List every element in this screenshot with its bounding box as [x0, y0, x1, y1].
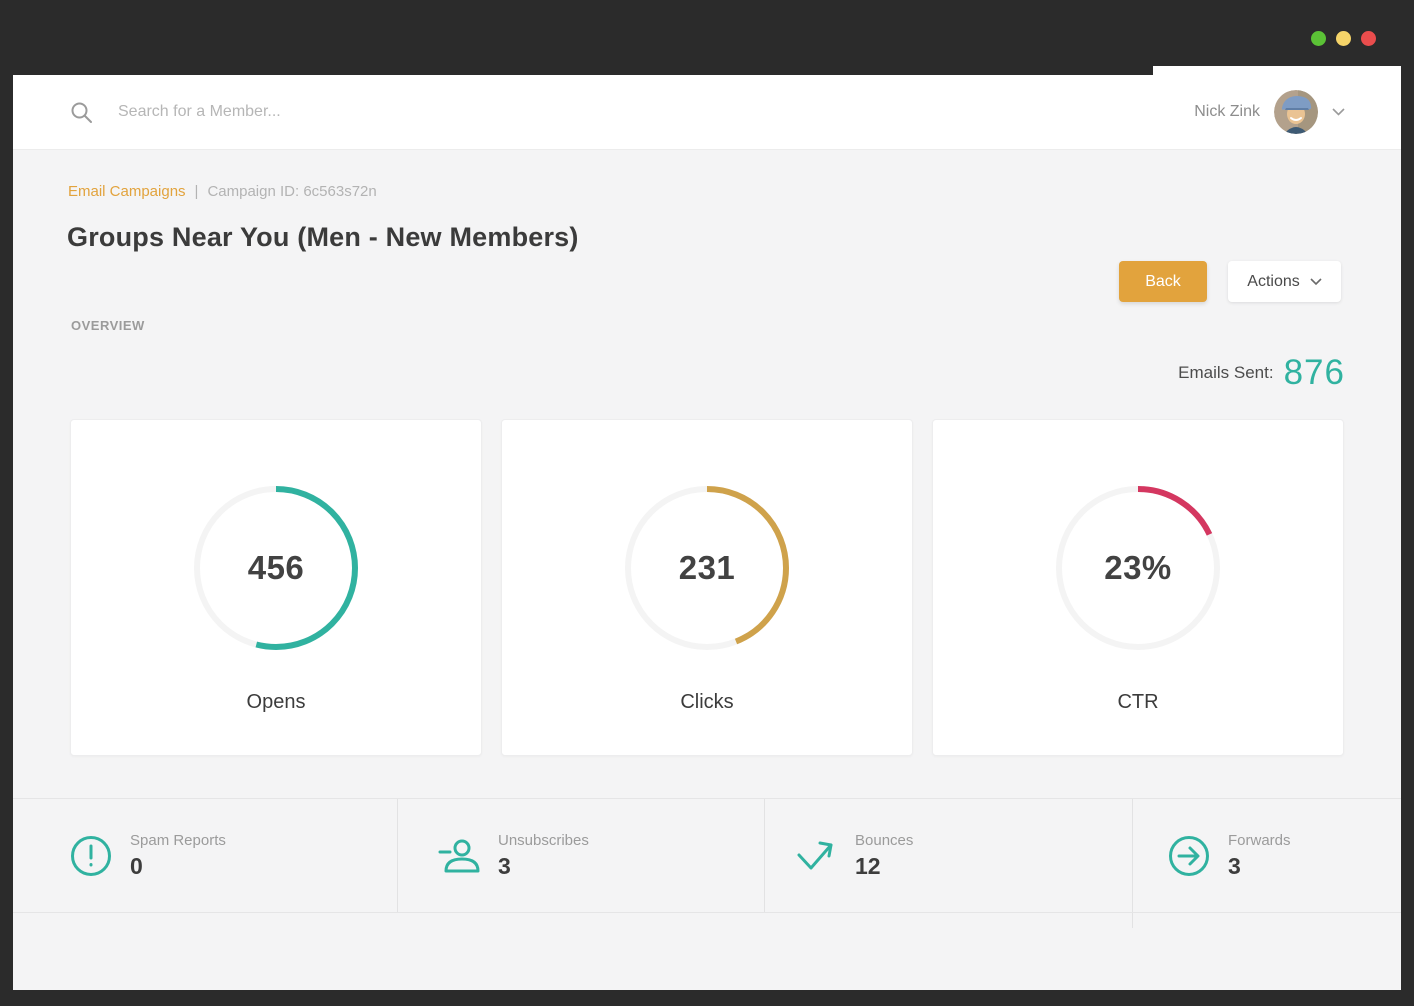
stat-value: 3 [1228, 852, 1241, 879]
chevron-down-icon [1332, 108, 1345, 116]
ctr-donut-gauge: 23% [1053, 483, 1223, 653]
breadcrumb: Email Campaigns | Campaign ID: 6c563s72n [68, 183, 377, 200]
metric-card-opens: 456 Opens [70, 419, 482, 756]
actions-button[interactable]: Actions [1228, 261, 1341, 302]
bounce-arrow-icon [797, 841, 833, 869]
stat-label: Unsubscribes [498, 831, 589, 849]
page-actions: Back Actions [1119, 261, 1341, 302]
window-minimize-dot[interactable] [1311, 31, 1326, 46]
clicks-donut-gauge: 231 [622, 483, 792, 653]
avatar[interactable] [1274, 90, 1318, 134]
emails-sent-label: Emails Sent: [1178, 363, 1274, 382]
search-input[interactable] [118, 103, 538, 121]
search-icon[interactable] [70, 101, 93, 124]
page-title: Groups Near You (Men - New Members) [67, 222, 579, 252]
stat-label: Spam Reports [130, 831, 226, 849]
opens-donut-gauge: 456 [191, 483, 361, 653]
metric-card-clicks: 231 Clicks [501, 419, 913, 756]
stat-value: 12 [855, 852, 881, 879]
emails-sent-value: 876 [1283, 353, 1345, 392]
stat-label: Forwards [1228, 831, 1291, 849]
member-search [70, 101, 1194, 124]
metric-card-ctr: 23% CTR [932, 419, 1344, 756]
window-controls [1311, 31, 1376, 46]
opens-label: Opens [246, 691, 306, 713]
stat-spam-reports: Spam Reports 0 [13, 799, 398, 912]
breadcrumb-separator: | [194, 183, 199, 200]
overview-section-label: OVERVIEW [71, 318, 145, 333]
user-minus-icon [438, 839, 480, 872]
stat-unsubscribes: Unsubscribes 3 [398, 799, 765, 912]
stat-bounces: Bounces 12 [765, 799, 1133, 912]
chevron-down-icon [1310, 277, 1322, 285]
clicks-value: 231 [678, 549, 736, 586]
user-name: Nick Zink [1194, 103, 1260, 120]
window-close-dot[interactable] [1361, 31, 1376, 46]
stat-value: 3 [498, 852, 511, 879]
stat-value: 0 [130, 852, 143, 879]
app-window: Nick Zink [13, 75, 1401, 990]
user-menu[interactable]: Nick Zink [1194, 90, 1345, 134]
arrow-right-circle-icon [1169, 835, 1209, 876]
stats-divider-tail [1132, 913, 1133, 928]
ctr-value: 23% [1104, 549, 1172, 586]
opens-value: 456 [247, 549, 305, 586]
top-bar: Nick Zink [13, 75, 1401, 150]
breadcrumb-campaign-id: Campaign ID: 6c563s72n [207, 183, 377, 200]
emails-sent: Emails Sent: 876 [1178, 353, 1345, 393]
ctr-label: CTR [1117, 691, 1159, 713]
clicks-label: Clicks [680, 691, 734, 713]
stats-strip: Spam Reports 0 Unsubscribes 3 Bounces [13, 798, 1401, 913]
alert-circle-icon [71, 835, 111, 876]
stat-forwards: Forwards 3 [1133, 799, 1401, 912]
stat-label: Bounces [855, 831, 914, 849]
dropdown-panel-edge [1153, 66, 1401, 76]
metric-cards: 456 Opens 231 Clicks 23% CTR [70, 419, 1344, 756]
breadcrumb-email-campaigns[interactable]: Email Campaigns [68, 183, 186, 200]
window-zoom-dot[interactable] [1336, 31, 1351, 46]
back-button[interactable]: Back [1119, 261, 1207, 302]
